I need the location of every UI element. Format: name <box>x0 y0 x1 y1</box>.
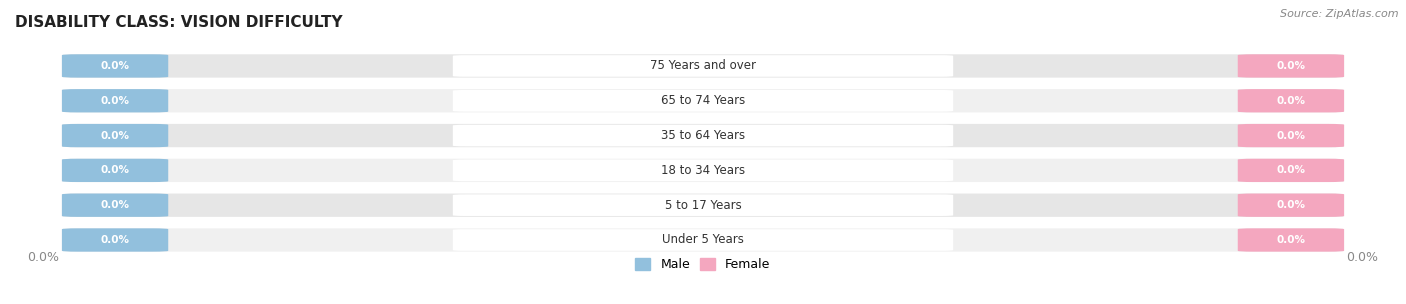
Text: 0.0%: 0.0% <box>101 200 129 210</box>
FancyBboxPatch shape <box>62 228 1344 252</box>
FancyBboxPatch shape <box>62 194 1344 217</box>
FancyBboxPatch shape <box>62 159 169 182</box>
FancyBboxPatch shape <box>453 125 953 146</box>
Text: 0.0%: 0.0% <box>1277 235 1305 245</box>
FancyBboxPatch shape <box>62 228 169 252</box>
Text: DISABILITY CLASS: VISION DIFFICULTY: DISABILITY CLASS: VISION DIFFICULTY <box>15 15 343 30</box>
Text: 5 to 17 Years: 5 to 17 Years <box>665 199 741 212</box>
FancyBboxPatch shape <box>62 194 169 217</box>
FancyBboxPatch shape <box>453 229 953 251</box>
FancyBboxPatch shape <box>453 55 953 77</box>
Text: 0.0%: 0.0% <box>1277 61 1305 71</box>
Text: 0.0%: 0.0% <box>1277 165 1305 175</box>
FancyBboxPatch shape <box>453 90 953 112</box>
Text: Under 5 Years: Under 5 Years <box>662 233 744 247</box>
Text: 0.0%: 0.0% <box>101 61 129 71</box>
Text: 0.0%: 0.0% <box>1277 96 1305 106</box>
Text: 0.0%: 0.0% <box>101 235 129 245</box>
FancyBboxPatch shape <box>1237 54 1344 78</box>
Text: 0.0%: 0.0% <box>101 96 129 106</box>
Text: 75 Years and over: 75 Years and over <box>650 60 756 72</box>
Text: 0.0%: 0.0% <box>28 251 59 264</box>
Text: 0.0%: 0.0% <box>1277 131 1305 140</box>
FancyBboxPatch shape <box>1237 194 1344 217</box>
Text: 0.0%: 0.0% <box>101 131 129 140</box>
Text: 35 to 64 Years: 35 to 64 Years <box>661 129 745 142</box>
FancyBboxPatch shape <box>62 159 1344 182</box>
FancyBboxPatch shape <box>1237 89 1344 112</box>
Text: Source: ZipAtlas.com: Source: ZipAtlas.com <box>1281 9 1399 19</box>
FancyBboxPatch shape <box>62 54 1344 78</box>
FancyBboxPatch shape <box>62 89 169 112</box>
FancyBboxPatch shape <box>62 89 1344 112</box>
FancyBboxPatch shape <box>62 124 169 147</box>
FancyBboxPatch shape <box>62 54 169 78</box>
FancyBboxPatch shape <box>453 160 953 181</box>
Text: 18 to 34 Years: 18 to 34 Years <box>661 164 745 177</box>
Text: 0.0%: 0.0% <box>1347 251 1378 264</box>
Legend: Male, Female: Male, Female <box>630 253 776 276</box>
FancyBboxPatch shape <box>1237 159 1344 182</box>
FancyBboxPatch shape <box>453 194 953 216</box>
FancyBboxPatch shape <box>1237 124 1344 147</box>
FancyBboxPatch shape <box>1237 228 1344 252</box>
Text: 0.0%: 0.0% <box>101 165 129 175</box>
Text: 65 to 74 Years: 65 to 74 Years <box>661 94 745 107</box>
FancyBboxPatch shape <box>62 124 1344 147</box>
Text: 0.0%: 0.0% <box>1277 200 1305 210</box>
